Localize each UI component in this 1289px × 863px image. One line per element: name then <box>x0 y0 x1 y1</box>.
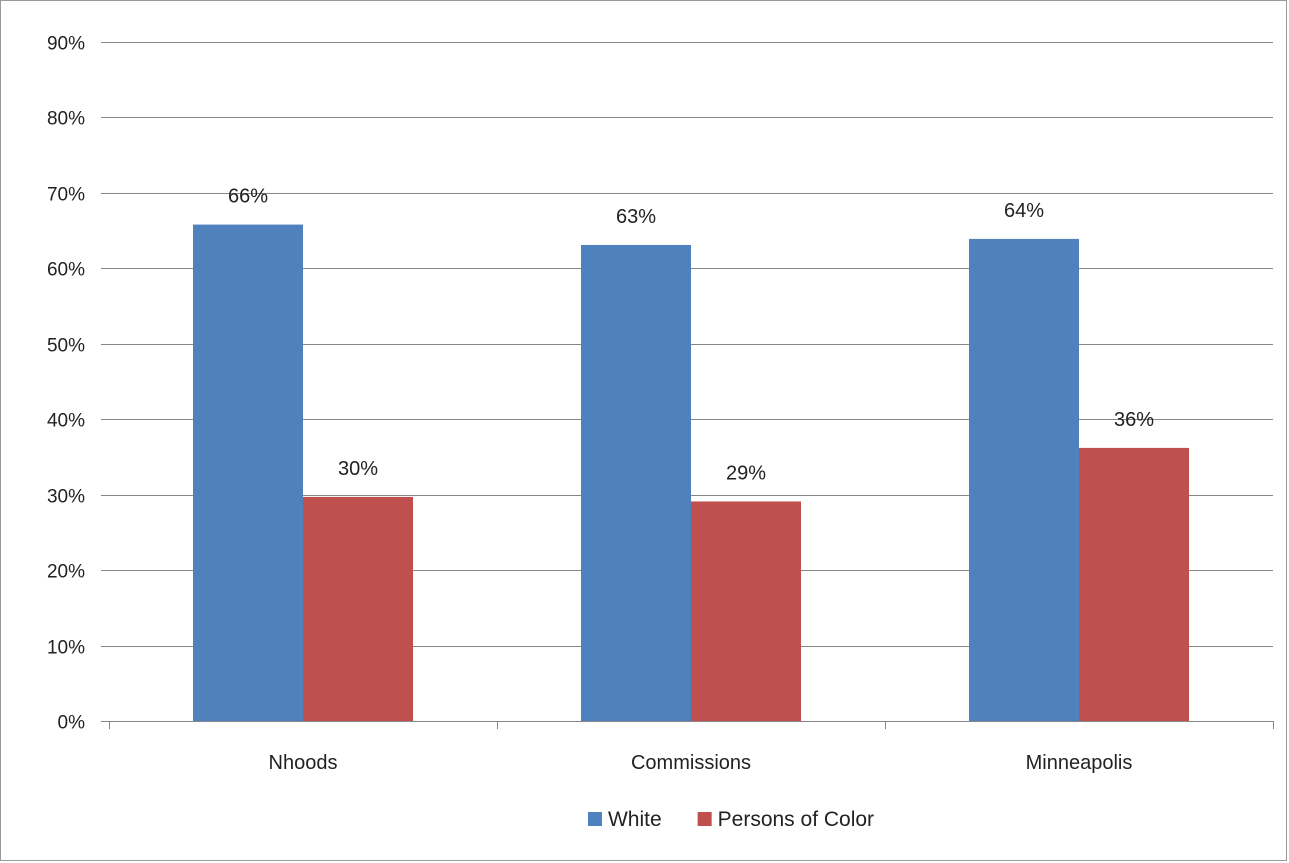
bar-white-nhoods <box>193 224 303 721</box>
data-label: 30% <box>338 458 378 480</box>
bar-persons-of-color-nhoods <box>303 496 413 721</box>
y-tick-label: 0% <box>58 713 86 734</box>
data-labels: 66% 30% 63% 29% 64% 36% <box>228 186 1154 485</box>
data-label: 63% <box>616 206 656 228</box>
y-tick-label: 80% <box>47 109 85 130</box>
legend-label: Persons of Color <box>718 808 874 831</box>
x-tick-label: Commissions <box>631 752 751 774</box>
bar-persons-of-color-commissions <box>691 501 801 721</box>
y-tick-label: 10% <box>47 638 85 659</box>
x-axis: Nhoods Commissions Minneapolis <box>109 721 1274 774</box>
legend-swatch-persons-of-color <box>697 812 712 826</box>
y-tick-label: 90% <box>47 34 85 55</box>
legend-swatch-white <box>587 812 602 826</box>
bars <box>193 224 1189 721</box>
x-tick-label: Nhoods <box>269 752 338 774</box>
data-label: 66% <box>228 186 268 208</box>
y-tick-label: 50% <box>47 336 85 357</box>
y-axis-ticks: 0% 10% 20% 30% 40% 50% 60% 70% 80% 90% <box>47 34 85 734</box>
data-label: 36% <box>1114 409 1154 431</box>
y-tick-label: 30% <box>47 487 85 508</box>
y-tick-label: 60% <box>47 260 85 281</box>
y-tick-label: 70% <box>47 185 85 206</box>
legend-label: White <box>608 808 662 831</box>
bar-white-commissions <box>581 244 691 721</box>
bar-persons-of-color-minneapolis <box>1079 447 1189 721</box>
data-label: 64% <box>1004 200 1044 222</box>
x-tick-label: Minneapolis <box>1026 752 1133 774</box>
data-label: 29% <box>726 462 766 484</box>
legend: White Persons of Color <box>587 808 874 831</box>
y-tick-label: 40% <box>47 411 85 432</box>
bar-white-minneapolis <box>969 238 1079 721</box>
y-tick-label: 20% <box>47 562 85 583</box>
